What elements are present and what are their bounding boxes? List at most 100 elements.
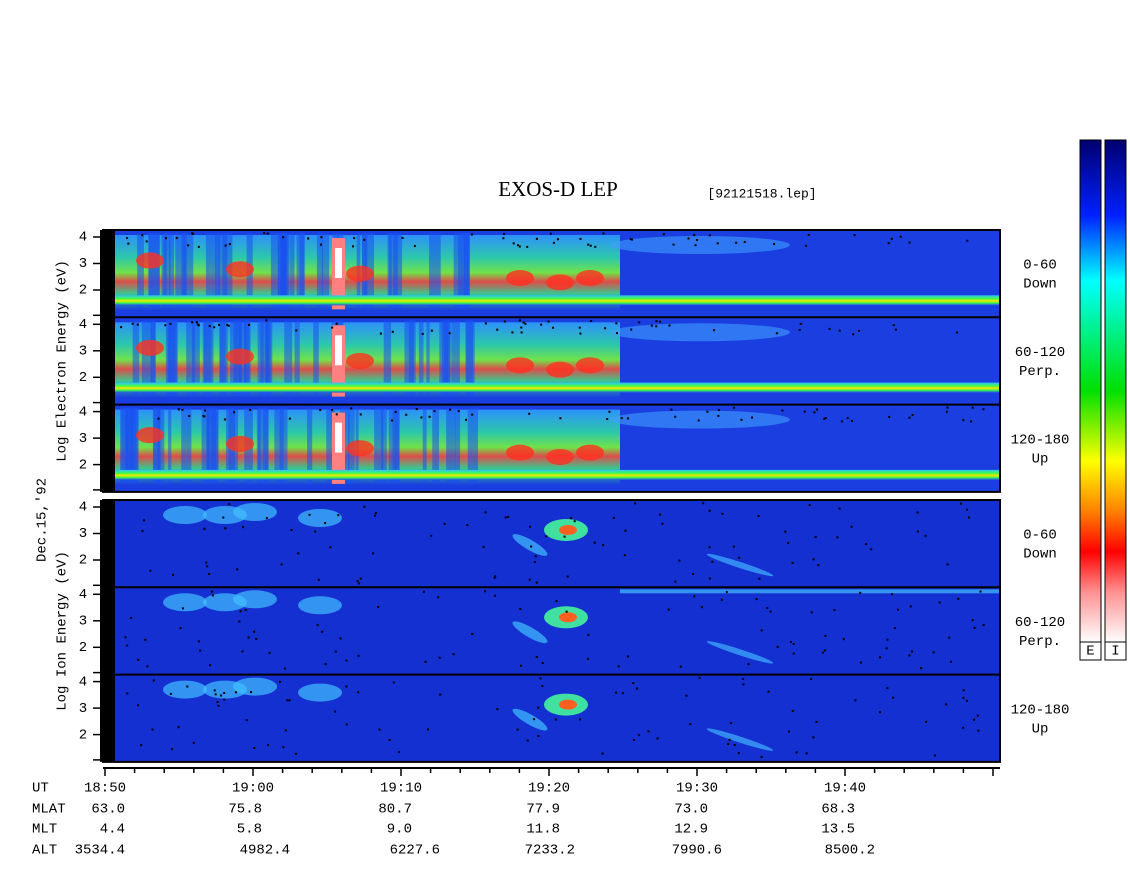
spectrogram-dot: [228, 243, 231, 246]
spectrogram-stripe: [418, 320, 424, 396]
spectrogram-dot: [717, 414, 720, 417]
spectrogram-stripe: [344, 407, 350, 483]
spectrogram-stripe: [284, 320, 293, 396]
spectrogram-stripe: [211, 407, 219, 483]
spectrogram-dot: [131, 322, 134, 325]
spectrogram-hot: [136, 427, 164, 444]
spectrogram-dot: [398, 751, 401, 754]
direction-label: Down: [1023, 277, 1057, 293]
spectrogram-dot: [789, 640, 792, 643]
spectrogram-dot: [982, 408, 985, 411]
spectrogram-dot: [363, 505, 366, 508]
spectrogram-dot: [169, 692, 172, 695]
y-tick-label: 4: [79, 674, 87, 690]
spectrogram-dot: [602, 543, 605, 546]
row-value: 5.8: [237, 822, 262, 838]
row-value: 19:20: [528, 781, 570, 797]
spectrogram-dot: [504, 516, 507, 519]
spectrogram-dot: [966, 508, 969, 511]
spectrogram-dot: [945, 703, 948, 706]
spectrogram-dot: [188, 415, 191, 418]
spectrogram-dot: [792, 643, 795, 646]
spectrogram-dot: [559, 417, 562, 420]
spectrogram-dot: [503, 320, 506, 323]
spectrogram-blob: [163, 593, 207, 612]
spectrogram-dot: [518, 319, 521, 322]
spectrogram-dot: [976, 714, 979, 717]
spectrogram-dot: [854, 699, 857, 702]
spectrogram-dot: [965, 699, 968, 702]
spectrogram-hot: [546, 361, 574, 378]
spectrogram-dot: [565, 610, 568, 613]
spectrogram-dot: [533, 718, 536, 721]
spectrogram-dot: [708, 509, 711, 512]
spectrogram-dot: [511, 331, 514, 334]
spectrogram-dot: [846, 417, 849, 420]
spectrogram-dot: [187, 244, 190, 247]
spectrogram-dot: [378, 728, 381, 731]
spectrogram-stripe: [388, 407, 400, 483]
spectrogram-hot: [506, 357, 534, 374]
spectrogram-dot: [760, 756, 763, 759]
spectrogram-dot: [250, 691, 253, 694]
spectrogram-stripe: [258, 407, 269, 483]
spectrogram-dot: [693, 595, 696, 598]
spectrogram-dot: [213, 326, 216, 329]
spectrogram-hot: [226, 261, 254, 278]
spectrogram-dot: [537, 706, 540, 709]
spectrogram-dot: [247, 636, 250, 639]
spectrogram-dot: [638, 734, 641, 737]
spectrogram-dot: [335, 413, 338, 416]
spectrogram-dot: [623, 554, 626, 557]
spectrogram-dot: [702, 502, 705, 505]
row-value: 68.3: [821, 802, 855, 818]
spectrogram-stripe: [326, 407, 335, 483]
spectrogram-dot: [817, 564, 820, 567]
spectrogram-dot: [216, 701, 219, 704]
spectrogram-dot: [590, 320, 593, 323]
spectrogram-dot: [668, 324, 671, 327]
direction-label: Up: [1032, 451, 1049, 467]
spectrogram-dot: [394, 411, 397, 414]
spectrogram-dot: [186, 685, 189, 688]
spectrogram-dot: [946, 563, 949, 566]
spectrogram-dot: [317, 578, 320, 581]
spectrogram-dot: [126, 692, 129, 695]
row-value: 75.8: [228, 802, 262, 818]
y-axis-label: Log Electron Energy (eV): [55, 260, 71, 462]
spectrogram-dot: [334, 710, 337, 713]
spectrogram-hot: [346, 440, 374, 457]
spectrogram-dot: [319, 409, 322, 412]
spectrogram-dot: [471, 413, 474, 416]
spectrogram-dot: [813, 411, 816, 414]
row-value: 9.0: [387, 822, 412, 838]
spectrogram-dot: [496, 328, 499, 331]
spectrogram-dot: [157, 417, 160, 420]
pitch-label: 0-60: [1023, 528, 1057, 544]
pitch-label: 60-120: [1015, 345, 1065, 361]
spectrogram-dot: [241, 650, 244, 653]
spectrogram-dot: [775, 332, 778, 335]
spectrogram-dot: [766, 607, 769, 610]
pitch-label: 120-180: [1011, 702, 1070, 718]
pitch-label: 120-180: [1011, 432, 1070, 448]
spectrogram-dot: [911, 414, 914, 417]
spectrogram-dot: [374, 512, 377, 515]
spectrogram-dot: [647, 730, 650, 733]
spectrogram-dot: [920, 667, 923, 670]
spectrogram-dot: [579, 332, 582, 335]
spectrogram-dot: [740, 418, 743, 421]
spectrogram-dot: [222, 516, 225, 519]
spectrogram-stripe: [282, 233, 290, 309]
spectrogram-hot: [576, 270, 604, 287]
spectrogram-dot: [528, 578, 531, 581]
spectrogram-stripe: [422, 407, 427, 483]
spectrogram-dot: [982, 624, 985, 627]
direction-label: Perp.: [1019, 634, 1061, 650]
spectrogram-dot: [886, 687, 889, 690]
color-bar: [1079, 139, 1102, 643]
spectrogram-stripe: [256, 407, 261, 483]
spectrogram-stripe: [404, 320, 414, 396]
spectrogram-dot: [208, 325, 211, 328]
spectrogram-dot: [566, 575, 569, 578]
